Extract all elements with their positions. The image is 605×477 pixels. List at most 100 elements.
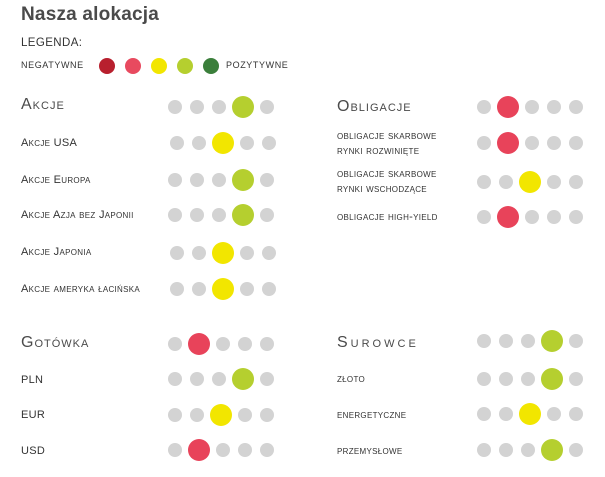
rating-dot-active [232, 368, 254, 390]
legend-positive-label: POZYTYWNE [226, 60, 289, 70]
row-label-pln: PLN [21, 374, 44, 386]
row-label-przemyslowe: przemysłowe [337, 445, 403, 457]
rating-dot [260, 100, 274, 114]
rating-dot [521, 334, 535, 348]
rating-dot [260, 337, 274, 351]
row-label-akcje-japonia: Akcje Japonia [21, 246, 92, 258]
rating-dot [190, 173, 204, 187]
rating-dot [547, 210, 561, 224]
section-title-obligacje: Obligacje [337, 98, 412, 115]
rating-dot [190, 408, 204, 422]
rating-dot [168, 337, 182, 351]
rating-dot [260, 208, 274, 222]
rating-dot [212, 372, 226, 386]
rating-dot [260, 443, 274, 457]
rating-dot [521, 443, 535, 457]
row-label-zloto: złoto [337, 373, 366, 385]
rating-dot-active [497, 206, 519, 228]
rating-dot-active [210, 404, 232, 426]
rating-dot [190, 372, 204, 386]
section-title-akcje: Akcje [21, 96, 65, 113]
rating-dot [262, 246, 276, 260]
section-title-gotowka: Gotówka [21, 334, 90, 351]
rating-dot [168, 173, 182, 187]
rating-dot [238, 337, 252, 351]
rating-dot [170, 246, 184, 260]
rating-dot [547, 175, 561, 189]
rating-dot [260, 408, 274, 422]
rating-dot [477, 334, 491, 348]
rating-dot [499, 372, 513, 386]
row-label-obligacje-wschodzace: obligacje skarbowe rynki wschodzące [337, 168, 437, 195]
rating-dot [477, 175, 491, 189]
rating-dot [547, 407, 561, 421]
rating-dot [260, 173, 274, 187]
rating-dot [212, 100, 226, 114]
row-label-eur: EUR [21, 409, 46, 421]
rating-dot [569, 443, 583, 457]
rating-dot [192, 282, 206, 296]
rating-dot [569, 334, 583, 348]
rating-dot [525, 210, 539, 224]
rating-dot [168, 208, 182, 222]
legend-dot [125, 58, 141, 74]
legend-scale [99, 58, 219, 74]
rating-dot [238, 443, 252, 457]
rating-dot-active [541, 368, 563, 390]
rating-dot [521, 372, 535, 386]
rating-dot-active [541, 439, 563, 461]
row-label-akcje-azja: Akcje Azja bez Japonii [21, 209, 134, 221]
rating-dot [212, 208, 226, 222]
rating-dot [262, 136, 276, 150]
rating-dot [477, 443, 491, 457]
rating-dot-active [232, 96, 254, 118]
rating-dot [240, 246, 254, 260]
rating-dot [477, 407, 491, 421]
rating-dot-active [212, 278, 234, 300]
rating-dot [190, 100, 204, 114]
rating-dot [547, 100, 561, 114]
row-label-obligacje-high-yield: obligacje high-yield [337, 211, 438, 223]
rating-dot [569, 100, 583, 114]
rating-dot-active [188, 333, 210, 355]
row-label-akcje-europa: Akcje Europa [21, 174, 91, 186]
row-label-obligacje-rozwiniete: obligacje skarbowe rynki rozwinięte [337, 130, 437, 157]
rating-dot-active [497, 96, 519, 118]
row-label-usd: USD [21, 445, 46, 457]
rating-dot [477, 100, 491, 114]
rating-dot-active [519, 403, 541, 425]
rating-dot [499, 175, 513, 189]
rating-dot [168, 372, 182, 386]
rating-dot [192, 246, 206, 260]
rating-dot [569, 175, 583, 189]
rating-dot-active [541, 330, 563, 352]
rating-dot [499, 334, 513, 348]
rating-dot [216, 337, 230, 351]
rating-dot [477, 136, 491, 150]
rating-dot [238, 408, 252, 422]
rating-dot [212, 173, 226, 187]
rating-dot [240, 282, 254, 296]
rating-dot [547, 136, 561, 150]
rating-dot-active [212, 242, 234, 264]
rating-dot [477, 210, 491, 224]
row-label-akcje-ameryka: Akcje ameryka łacińska [21, 283, 141, 295]
legend-dot [99, 58, 115, 74]
rating-dot [190, 208, 204, 222]
rating-dot [168, 100, 182, 114]
rating-dot [240, 136, 254, 150]
rating-dot-active [519, 171, 541, 193]
rating-dot-active [497, 132, 519, 154]
rating-dot [569, 210, 583, 224]
rating-dot [170, 282, 184, 296]
rating-dot-active [232, 204, 254, 226]
rating-dot-active [188, 439, 210, 461]
rating-dot [499, 443, 513, 457]
section-title-surowce: Surowce [337, 334, 419, 351]
legend-dot [177, 58, 193, 74]
row-label-energetyczne: energetyczne [337, 409, 407, 421]
row-label-akcje-usa: Akcje USA [21, 137, 78, 149]
rating-dot [168, 443, 182, 457]
rating-dot-active [232, 169, 254, 191]
legend-label: LEGENDA: [21, 37, 83, 49]
